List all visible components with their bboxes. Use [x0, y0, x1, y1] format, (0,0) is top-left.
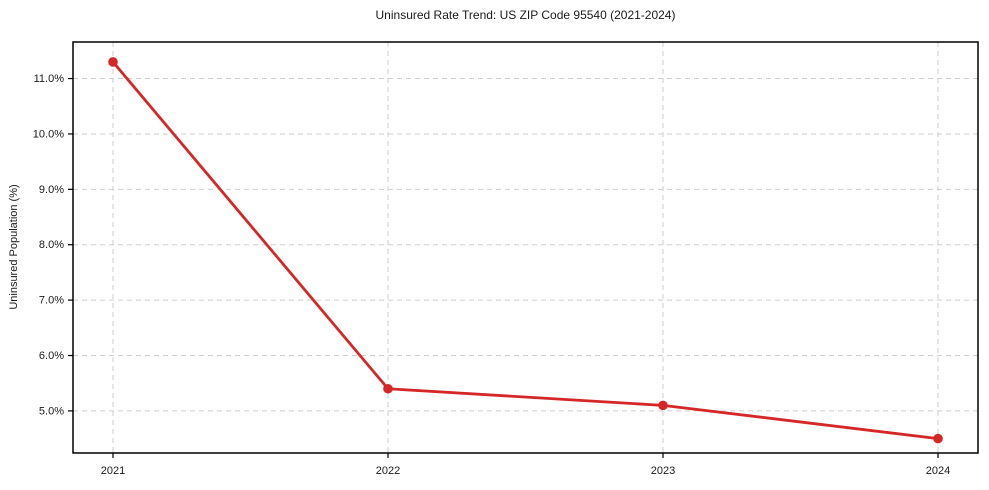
x-tick-label: 2023: [651, 465, 675, 477]
data-point-2021: [108, 57, 118, 67]
trend-line: [111, 60, 940, 440]
y-tick-label: 7.0%: [39, 295, 64, 307]
y-axis-label: Uninsured Population (%): [8, 184, 20, 310]
x-tick-label: 2021: [101, 465, 125, 477]
y-tick-label: 10.0%: [33, 128, 64, 140]
y-tick-label: 5.0%: [39, 405, 64, 417]
y-tick-label: 9.0%: [39, 184, 64, 196]
data-point-2023: [658, 400, 668, 411]
plot-border: [72, 41, 979, 454]
y-tick-label: 11.0%: [34, 73, 65, 85]
data-point-2022: [383, 383, 393, 394]
y-tick-label: 6.0%: [39, 350, 64, 362]
chart-title: Uninsured Rate Trend: US ZIP Code 95540 …: [375, 8, 676, 22]
x-tick-label: 2022: [376, 465, 400, 477]
x-tick-label: 2024: [926, 465, 950, 477]
data-point-2024: [933, 433, 943, 444]
y-tick-label: 8.0%: [39, 239, 64, 251]
